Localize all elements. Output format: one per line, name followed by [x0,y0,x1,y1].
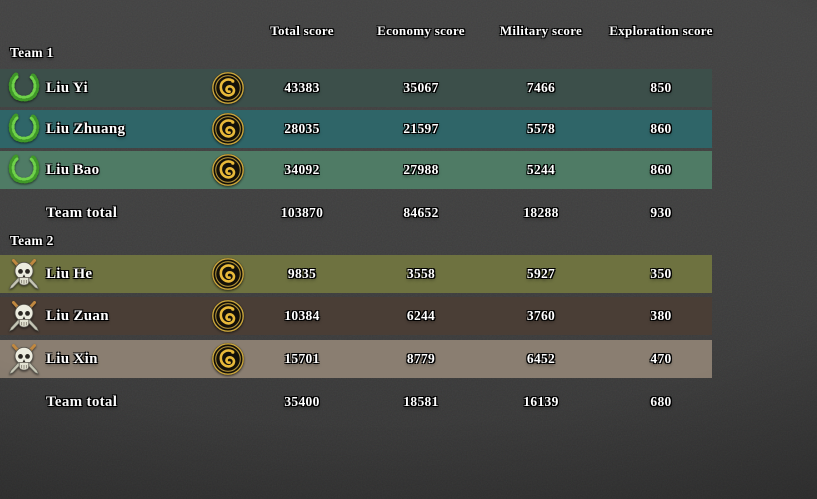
exploration-score-value: 470 [650,351,672,366]
team-total-label: Team total [46,393,118,410]
economy-score-value: 3558 [406,266,436,281]
team-exploration-total: 930 [650,205,672,220]
score-coin-icon [211,110,245,148]
player-row: Liu Yi 43383 35067 7466 850 [0,69,712,107]
team-exploration-total: 680 [650,394,672,409]
economy-score-value: 35067 [403,80,439,95]
total-score-value: 28035 [284,121,320,136]
column-header-total-score: Total score [270,23,334,38]
victory-wreath-icon [5,110,43,148]
exploration-score-value: 350 [650,266,672,281]
team-total-row: Team total 103870 84652 18288 930 [0,194,712,232]
total-score-value: 10384 [284,308,320,323]
column-header-economy-score: Economy score [377,23,465,38]
military-score-value: 6452 [526,351,556,366]
player-name: Liu Xin [46,350,98,367]
team-military-total: 18288 [523,205,559,220]
table-header-row: Total score Economy score Military score… [0,22,712,40]
score-coin-icon [211,255,245,293]
player-row: Liu Zuan 10384 6244 3760 380 [0,297,712,335]
total-score-value: 43383 [284,80,320,95]
exploration-score-value: 860 [650,162,672,177]
player-name: Liu Bao [46,161,100,178]
score-coin-icon [211,297,245,335]
defeat-skull-icon [5,340,43,378]
team-military-total: 16139 [523,394,559,409]
military-score-value: 5927 [526,266,556,281]
economy-score-value: 8779 [406,351,436,366]
military-score-value: 3760 [526,308,556,323]
column-header-exploration-score: Exploration score [609,23,713,38]
player-name: Liu Zhuang [46,120,126,137]
exploration-score-value: 850 [650,80,672,95]
economy-score-value: 6244 [406,308,436,323]
team-total-score: 103870 [280,205,324,220]
team1-label: Team 1 [10,45,54,60]
player-row: Liu He 9835 3558 5927 350 [0,255,712,293]
team-economy-total: 84652 [403,205,439,220]
military-score-value: 5244 [526,162,556,177]
total-score-value: 9835 [287,266,317,281]
team-economy-total: 18581 [403,394,439,409]
victory-wreath-icon [5,151,43,189]
score-coin-icon [211,340,245,378]
exploration-score-value: 380 [650,308,672,323]
military-score-value: 5578 [526,121,556,136]
team2-label: Team 2 [10,233,54,248]
total-score-value: 34092 [284,162,320,177]
team-total-label: Team total [46,204,118,221]
score-coin-icon [211,69,245,107]
total-score-value: 15701 [284,351,320,366]
economy-score-value: 21597 [403,121,439,136]
exploration-score-value: 860 [650,121,672,136]
player-row: Liu Xin 15701 8779 6452 470 [0,340,712,378]
defeat-skull-icon [5,255,43,293]
team-total-row: Team total 35400 18581 16139 680 [0,383,712,421]
economy-score-value: 27988 [403,162,439,177]
player-row: Liu Zhuang 28035 21597 5578 860 [0,110,712,148]
victory-wreath-icon [5,69,43,107]
team-total-score: 35400 [284,394,320,409]
player-name: Liu Yi [46,79,88,96]
player-name: Liu He [46,265,93,282]
column-header-military-score: Military score [499,23,583,38]
player-row: Liu Bao 34092 27988 5244 860 [0,151,712,189]
military-score-value: 7466 [526,80,556,95]
score-coin-icon [211,151,245,189]
defeat-skull-icon [5,297,43,335]
player-name: Liu Zuan [46,307,109,324]
